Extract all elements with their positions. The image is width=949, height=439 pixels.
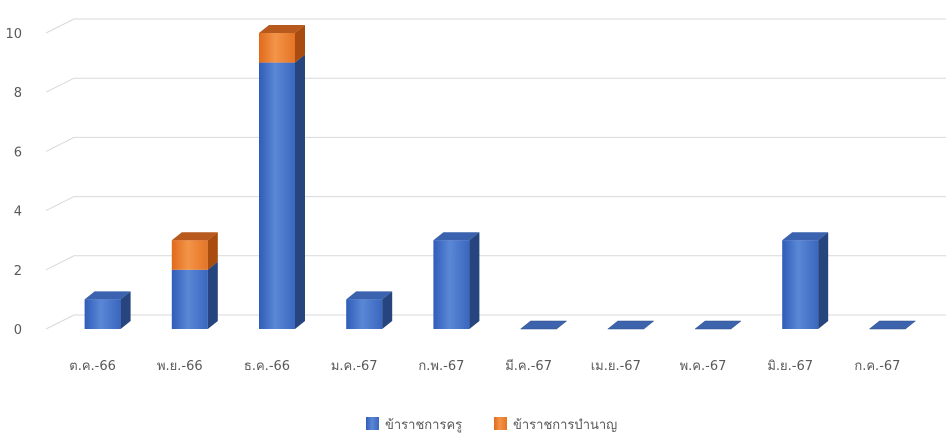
y-tick-label: 6 (14, 145, 22, 160)
x-tick-label: ก.พ.-67 (418, 359, 464, 374)
legend-label: ข้าราชการครู (385, 418, 462, 433)
bar-front (782, 240, 819, 329)
gridline (45, 314, 946, 330)
bar-segment (782, 232, 829, 329)
legend-swatch (494, 417, 507, 430)
gridline (45, 18, 946, 34)
legend: ข้าราชการครู ข้าราชการบำนาญ (366, 417, 617, 433)
x-tick-label: พ.ค.-67 (680, 359, 727, 374)
legend-swatch (366, 417, 379, 430)
bar-front (171, 240, 208, 270)
legend-label: ข้าราชการบำนาญ (513, 418, 617, 433)
bar-front (259, 62, 295, 329)
gridline (45, 196, 946, 212)
bar-side (120, 291, 131, 329)
legend-item: ข้าราชการบำนาญ (494, 417, 617, 433)
bar-segment (259, 25, 305, 63)
bar-top (84, 291, 131, 300)
x-tick-label: พ.ย.-66 (157, 359, 203, 374)
x-tick-label: มี.ค.-67 (505, 358, 552, 374)
bar-side (382, 291, 393, 329)
bar-zero-top (607, 320, 655, 330)
bar-segment (171, 232, 218, 270)
x-tick-label: ธ.ค.-66 (244, 359, 290, 374)
gridline (45, 136, 946, 152)
y-tick-label: 2 (14, 264, 22, 279)
y-tick-label: 4 (14, 205, 22, 220)
bar-top (433, 232, 480, 241)
x-tick-label: ม.ค.-67 (331, 359, 378, 374)
bar-side (295, 54, 305, 329)
bar-zero-top (694, 320, 742, 330)
bar-front (171, 269, 208, 329)
bar-top (259, 25, 305, 33)
x-tick-label: มิ.ย.-67 (767, 359, 813, 374)
axis-labels: 0 2 4 6 8 10 ต.ค.-66 พ.ย.-66 ธ.ค.-66 ม.ค.-67 ก.พ.-… (5, 27, 900, 374)
bar-top (171, 232, 218, 241)
bar-zero-top (868, 320, 917, 330)
bar-front (346, 299, 383, 329)
bar-segment (346, 291, 393, 329)
x-tick-label: เม.ย.-67 (591, 359, 641, 374)
gridline (45, 77, 946, 93)
legend-item: ข้าราชการครู (366, 417, 462, 433)
bar-side (207, 232, 218, 270)
bar-zero-top (519, 320, 568, 330)
bar-front (84, 299, 121, 329)
bar-segment (84, 291, 131, 329)
x-tick-label: ต.ค.-66 (69, 359, 116, 374)
gridline (45, 255, 946, 271)
bar-top (782, 232, 829, 241)
bar-segment (259, 54, 305, 329)
x-tick-label: ก.ค.-67 (854, 359, 900, 374)
bar-side (818, 232, 829, 329)
bar-front (433, 240, 470, 329)
bar-top (346, 291, 393, 300)
bar-front (259, 33, 295, 63)
y-tick-label: 0 (14, 323, 22, 338)
bar-side (469, 232, 480, 329)
bar-side (207, 261, 218, 329)
y-tick-label: 8 (14, 86, 22, 101)
bar-segment (171, 261, 218, 329)
bar-segment (433, 232, 480, 329)
bars (84, 25, 917, 330)
gridlines (45, 18, 946, 330)
y-tick-label: 10 (5, 27, 22, 42)
bar-side (295, 25, 305, 63)
